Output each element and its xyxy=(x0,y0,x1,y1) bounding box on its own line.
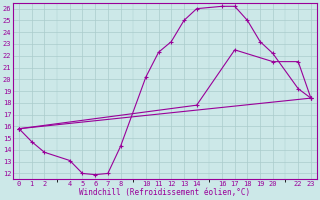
X-axis label: Windchill (Refroidissement éolien,°C): Windchill (Refroidissement éolien,°C) xyxy=(79,188,251,197)
